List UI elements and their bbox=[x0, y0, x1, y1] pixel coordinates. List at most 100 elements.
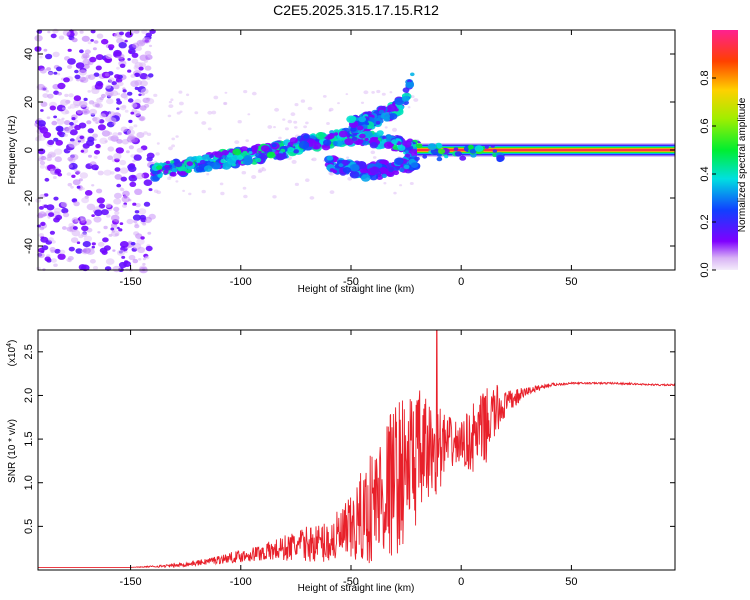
heat-mark-612 bbox=[60, 201, 68, 207]
heat-mark-1456 bbox=[388, 113, 398, 120]
heat-mark-1664 bbox=[467, 144, 474, 150]
heat-mark-1466 bbox=[346, 115, 357, 124]
heat-mark-762 bbox=[257, 169, 262, 174]
heat-mark-533 bbox=[46, 67, 52, 71]
snr-scale-exponent: 4 bbox=[6, 343, 13, 347]
heat-mark-381 bbox=[82, 143, 90, 149]
heat-mark-333 bbox=[146, 57, 150, 61]
heat-mark-1468 bbox=[356, 125, 364, 131]
heat-mark-548 bbox=[145, 218, 152, 224]
heat-mark-1461 bbox=[358, 116, 366, 123]
heat-mark-334 bbox=[88, 108, 98, 116]
heat-mark-557 bbox=[99, 96, 104, 101]
heat-mark-324 bbox=[108, 77, 115, 83]
heat-mark-380 bbox=[142, 222, 147, 226]
heat-mark-755 bbox=[167, 114, 172, 118]
heat-mark-1469 bbox=[405, 81, 415, 89]
heat-mark-350 bbox=[81, 232, 88, 238]
heat-mark-135 bbox=[56, 66, 63, 72]
heat-mark-377 bbox=[62, 107, 66, 110]
heat-mark-713 bbox=[272, 195, 277, 199]
heat-mark-452 bbox=[81, 187, 85, 191]
heat-mark-1243 bbox=[327, 133, 335, 139]
heat-mark-596 bbox=[123, 195, 129, 199]
heat-mark-693 bbox=[384, 126, 388, 129]
heat-mark-378 bbox=[79, 49, 84, 54]
heat-mark-308 bbox=[113, 49, 122, 57]
heat-mark-594 bbox=[79, 216, 86, 221]
heat-mark-789 bbox=[399, 184, 403, 187]
heat-mark-1609 bbox=[381, 173, 387, 178]
heat-mark-590 bbox=[73, 168, 78, 172]
heat-mark-483 bbox=[47, 30, 51, 34]
heat-mark-570 bbox=[87, 128, 95, 134]
heat-mark-1276 bbox=[186, 161, 193, 167]
heat-mark-536 bbox=[49, 105, 56, 111]
heat-mark-1305 bbox=[391, 139, 398, 145]
heat-mark-709 bbox=[337, 102, 340, 105]
heat-mark-745 bbox=[186, 93, 190, 97]
heat-mark-1306 bbox=[236, 155, 244, 161]
heat-mark-292 bbox=[71, 217, 80, 224]
heat-mark-1307 bbox=[204, 165, 213, 172]
heat-mark-1308 bbox=[369, 142, 378, 149]
heat-mark-501 bbox=[50, 168, 54, 172]
heat-mark-1628 bbox=[342, 167, 351, 174]
heat-mark-704 bbox=[410, 95, 415, 99]
heat-mark-714 bbox=[155, 152, 160, 156]
heat-mark-1220 bbox=[315, 132, 326, 140]
heat-mark-211 bbox=[91, 184, 95, 187]
heat-mark-628 bbox=[39, 127, 49, 134]
heat-mark-602 bbox=[140, 88, 149, 95]
heat-mark-509 bbox=[41, 86, 48, 91]
heat-mark-1261 bbox=[271, 143, 277, 148]
heat-mark-245 bbox=[97, 231, 101, 234]
heat-mark-546 bbox=[138, 66, 144, 71]
heat-mark-1277 bbox=[220, 158, 226, 164]
heat-mark-519 bbox=[114, 74, 121, 79]
heat-mark-505 bbox=[137, 246, 146, 254]
heat-mark-340 bbox=[93, 216, 102, 223]
spectrogram-y-label: Frequency (Hz) bbox=[7, 116, 18, 185]
heat-mark-196 bbox=[87, 90, 91, 93]
heat-mark-1253 bbox=[209, 154, 214, 159]
heat-mark-604 bbox=[101, 250, 108, 256]
heat-mark-450 bbox=[37, 120, 46, 127]
heat-mark-127 bbox=[124, 39, 128, 43]
heat-mark-696 bbox=[168, 104, 174, 108]
heat-mark-469 bbox=[53, 137, 59, 142]
heat-mark-83 bbox=[80, 149, 85, 153]
heat-mark-686 bbox=[156, 190, 162, 195]
heat-mark-1446 bbox=[402, 87, 410, 93]
heat-mark-520 bbox=[91, 164, 99, 171]
heat-mark-337 bbox=[90, 39, 94, 42]
colorbar-tick-label: 0.4 bbox=[699, 166, 711, 181]
heat-mark-473 bbox=[71, 117, 76, 121]
heat-mark-368 bbox=[86, 203, 96, 211]
heat-mark-387 bbox=[114, 192, 122, 199]
heat-mark-1179 bbox=[214, 151, 224, 158]
heat-mark-3 bbox=[116, 100, 122, 105]
heat-mark-1288 bbox=[243, 155, 253, 162]
heat-mark-747 bbox=[170, 98, 174, 101]
heat-mark-601 bbox=[131, 103, 138, 108]
heat-mark-426 bbox=[131, 175, 135, 179]
heat-mark-244 bbox=[97, 124, 106, 131]
heat-mark-305 bbox=[52, 51, 60, 58]
heat-mark-369 bbox=[96, 33, 104, 39]
heat-mark-1656 bbox=[492, 149, 498, 153]
heat-mark-447 bbox=[63, 212, 70, 218]
heat-mark-742 bbox=[245, 139, 249, 143]
heat-mark-456 bbox=[140, 217, 147, 223]
heat-mark-391 bbox=[45, 53, 53, 60]
heat-mark-353 bbox=[54, 156, 62, 163]
heat-mark-1202 bbox=[275, 153, 286, 161]
heat-mark-112 bbox=[101, 38, 109, 45]
heat-mark-684 bbox=[213, 95, 219, 100]
heat-mark-1219 bbox=[293, 149, 299, 154]
heat-mark-674 bbox=[309, 196, 315, 200]
heat-mark-1012 bbox=[165, 160, 171, 165]
heat-mark-541 bbox=[148, 44, 153, 48]
heat-mark-513 bbox=[99, 113, 107, 119]
heat-mark-754 bbox=[178, 101, 184, 106]
